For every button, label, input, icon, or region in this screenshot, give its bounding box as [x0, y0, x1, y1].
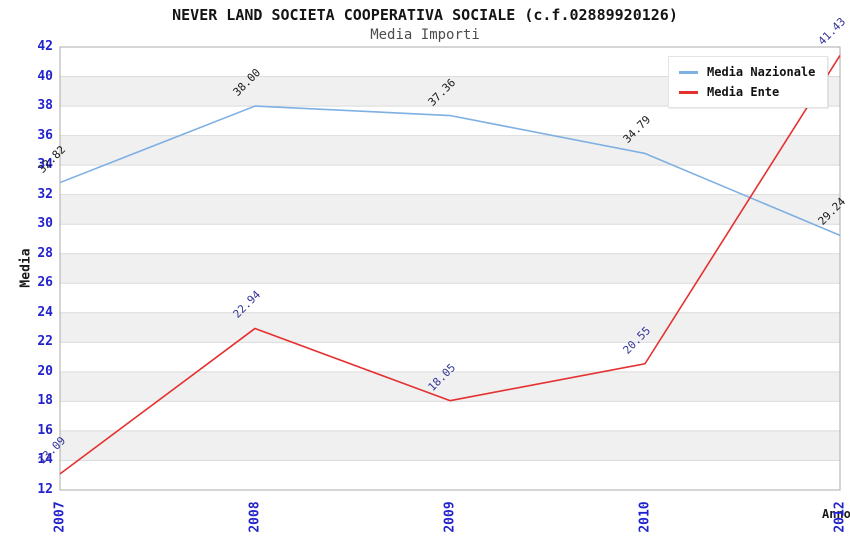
- y-tick-label: 38: [37, 98, 53, 114]
- y-tick-label: 20: [37, 363, 53, 379]
- line-swatch-icon: [679, 90, 698, 94]
- plot-border: [59, 46, 841, 491]
- y-tick-label: 18: [37, 393, 53, 409]
- x-tick-label: 2012: [832, 501, 848, 533]
- legend-label: Media Nazionale: [707, 65, 816, 79]
- y-tick-label: 40: [37, 68, 53, 84]
- y-tick-label: 36: [37, 127, 53, 143]
- x-tick-label: 2008: [247, 501, 263, 533]
- plot-band: [60, 194, 840, 225]
- y-tick-label: 30: [37, 216, 53, 232]
- y-tick-label: 42: [37, 39, 53, 54]
- y-tick-label: 24: [37, 304, 53, 320]
- chart-title: NEVER LAND SOCIETA COOPERATIVA SOCIALE (…: [172, 6, 678, 24]
- series-line-media-ente: [59, 54, 841, 475]
- y-tick-label: 12: [37, 482, 53, 497]
- plot-band: [60, 283, 840, 313]
- plot-band: [60, 165, 840, 195]
- y-tick-label: 28: [37, 245, 53, 261]
- plot-band: [60, 401, 840, 431]
- y-tick-label: 14: [37, 452, 53, 468]
- plot-band: [60, 312, 840, 343]
- plot-band: [60, 224, 840, 254]
- legend-item-media-ente: Media Ente: [679, 85, 815, 99]
- legend: Media Nazionale Media Ente: [668, 56, 829, 108]
- x-tick-label: 2009: [442, 501, 458, 533]
- plot-band: [60, 460, 840, 490]
- y-tick-label: 34: [37, 157, 53, 173]
- series-line-media-nazionale: [59, 105, 841, 237]
- line-swatch-icon: [679, 70, 698, 74]
- legend-item-media-nazionale: Media Nazionale: [679, 65, 815, 79]
- y-tick-label: 16: [37, 422, 53, 438]
- plot-band: [60, 106, 840, 136]
- chart-subtitle: Media Importi: [370, 27, 480, 43]
- legend-label: Media Ente: [707, 85, 780, 99]
- plot-band: [60, 253, 840, 284]
- y-tick-label: 26: [37, 275, 53, 291]
- plot-band: [60, 342, 840, 372]
- x-axis-title: Anno: [822, 507, 850, 521]
- plot-band: [60, 430, 840, 461]
- plot-band: [60, 135, 840, 166]
- y-tick-label: 32: [37, 186, 53, 202]
- y-tick-label: 22: [37, 334, 53, 350]
- x-tick-label: 2007: [52, 501, 68, 533]
- x-tick-label: 2010: [637, 501, 653, 533]
